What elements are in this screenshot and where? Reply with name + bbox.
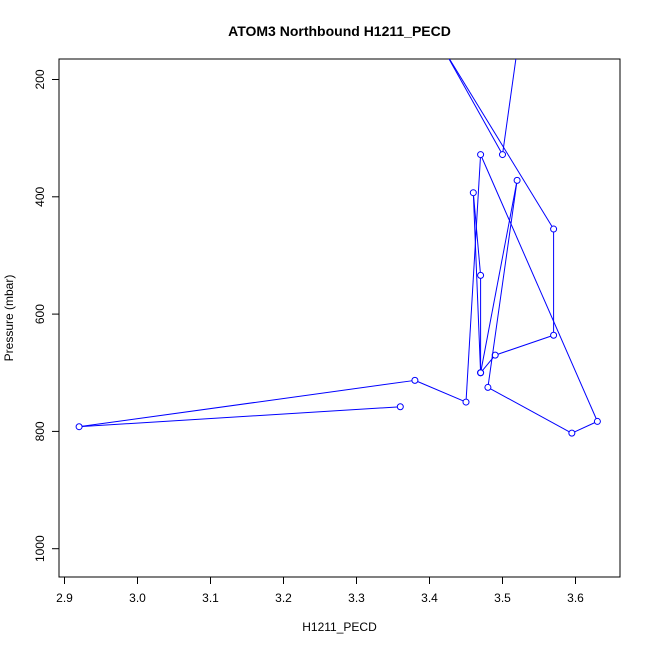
data-point [499, 151, 506, 159]
series-segment [473, 195, 481, 273]
series-segment [490, 388, 570, 433]
series-segment [480, 183, 517, 370]
chart-title: ATOM3 Northbound H1211_PECD [228, 23, 451, 39]
series-layer [75, 47, 601, 437]
series-segment [472, 195, 481, 370]
data-point [469, 189, 477, 197]
data-point [568, 429, 576, 437]
series-segment [448, 59, 502, 153]
x-axis: 2.9 3.0 3.1 3.2 3.3 3.4 3.5 3.6 [56, 576, 584, 605]
data-point [477, 271, 485, 279]
data-point [477, 369, 485, 377]
series-segment [82, 380, 412, 427]
data-point [484, 383, 492, 391]
x-tick-label: 3.4 [421, 591, 438, 605]
data-point [491, 351, 499, 359]
series-segment [502, 59, 517, 152]
series-segment [448, 59, 553, 227]
series-segment [417, 381, 464, 402]
x-tick-label: 3.5 [494, 591, 511, 605]
data-point [513, 176, 521, 184]
data-point [477, 151, 485, 159]
data-point [514, 47, 520, 53]
data-point [441, 47, 447, 53]
y-tick-label: 800 [33, 421, 47, 441]
series-segment [82, 406, 398, 428]
x-tick-label: 3.1 [202, 591, 219, 605]
series-segment [481, 157, 597, 419]
data-point [593, 417, 601, 425]
data-point [75, 423, 83, 431]
series-segment [498, 335, 551, 355]
data-point [462, 398, 470, 406]
data-point [550, 225, 558, 233]
x-tick-label: 3.2 [275, 591, 292, 605]
data-point [396, 403, 404, 411]
data-point [550, 331, 558, 339]
series-segment [487, 183, 518, 385]
y-tick-label: 200 [33, 69, 47, 89]
y-axis-label: Pressure (mbar) [2, 275, 16, 362]
data-point [411, 376, 419, 384]
x-tick-label: 3.6 [567, 591, 584, 605]
y-axis: 200 400 600 800 1000 [33, 69, 60, 562]
x-tick-label: 2.9 [56, 591, 73, 605]
y-tick-label: 400 [33, 186, 47, 206]
x-tick-label: 3.3 [348, 591, 365, 605]
y-tick-label: 1000 [33, 535, 47, 562]
x-tick-label: 3.0 [129, 591, 146, 605]
series-segment [574, 422, 595, 433]
y-tick-label: 600 [33, 304, 47, 324]
plot-area [58, 58, 621, 578]
x-axis-label: H1211_PECD [302, 620, 377, 634]
series-segment [465, 157, 481, 399]
